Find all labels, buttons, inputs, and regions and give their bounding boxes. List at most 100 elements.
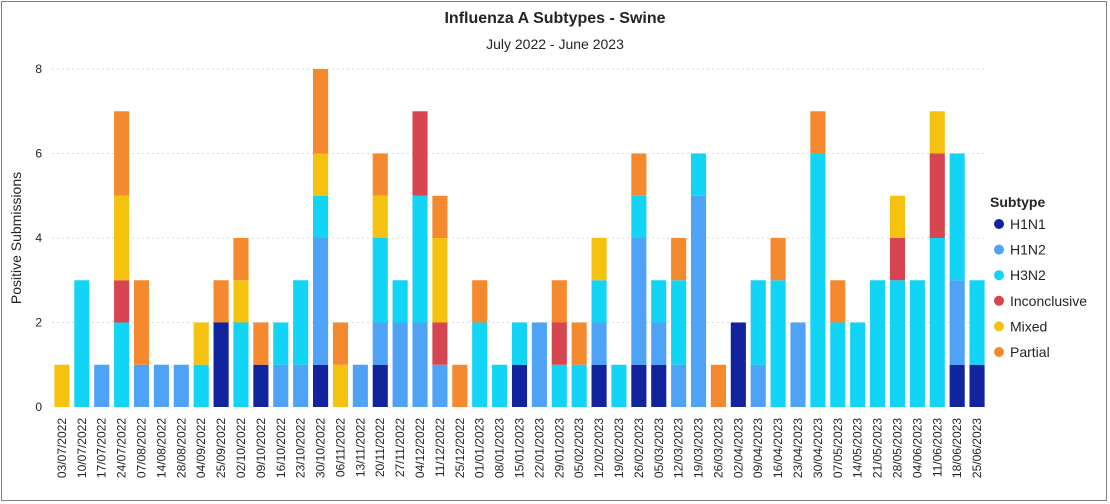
bar-segment-h1n2 [352,364,368,407]
bar-segment-h1n2 [790,322,806,407]
bar-segment-h1n2 [94,364,110,407]
bar-segment-h3n2 [492,364,508,407]
bar-segment-h3n2 [114,322,130,407]
bar-segment-h3n2 [870,280,886,407]
legend-label: H1N1 [1010,216,1046,232]
x-tick-label: 12/02/2023 [592,418,606,478]
y-tick-label: 2 [35,316,42,330]
bar-segment-partial [233,238,249,281]
bar-segment-h1n2 [591,322,607,365]
legend-label: H3N2 [1010,267,1046,283]
bar-segment-h1n1 [631,364,647,407]
bar-segment-partial [472,280,488,323]
bar-segment-partial [830,280,846,323]
x-tick-label: 16/10/2022 [274,418,288,478]
bar-segment-h3n2 [651,280,667,323]
x-tick-label: 10/07/2022 [75,418,89,478]
bar-segment-h3n2 [830,322,846,407]
bar-segment-h3n2 [551,364,567,407]
bar-segment-partial [133,280,150,365]
bar-segment-h3n2 [313,195,329,238]
bar-segment-h3n2 [949,153,965,281]
bar-segment-h1n1 [313,364,329,407]
bar-segment-h3n2 [392,280,408,323]
bar-segment-h3n2 [909,280,925,407]
bar-segment-mixed [54,364,70,407]
x-tick-label: 05/03/2023 [652,418,666,478]
chart-subtitle: July 2022 - June 2023 [486,36,624,52]
x-tick-label: 22/01/2023 [532,418,546,478]
bar-segment-inconclusive [432,322,448,365]
bar-segment-h3n2 [193,364,209,407]
bar-segment-h1n2 [432,364,448,407]
bar-segment-h3n2 [74,280,90,407]
x-tick-label: 14/08/2022 [154,418,168,478]
bar-segment-h3n2 [273,322,289,365]
bar-segment-h1n2 [153,364,169,407]
bar-segment-h3n2 [631,195,647,238]
bar-segment-h1n1 [253,364,269,407]
bar-segment-mixed [233,280,249,323]
legend-marker [994,270,1004,281]
bars [54,69,985,407]
bar-segment-h1n1 [591,364,607,407]
y-tick-label: 8 [35,62,42,76]
bar-segment-inconclusive [889,238,906,281]
bar-segment-h1n2 [173,364,189,407]
x-tick-label: 01/01/2023 [473,418,487,478]
x-tick-label: 25/06/2023 [970,418,984,478]
bar-segment-inconclusive [929,153,945,238]
bar-segment-mixed [313,153,329,196]
legend: Subtype H1N1 H1N2 H3N2 Inconclusive Mixed Par… [990,194,1087,360]
bar-segment-h3n2 [850,322,866,407]
bar-segment-h1n1 [511,364,528,407]
x-tick-label: 07/08/2022 [135,418,149,478]
x-tick-label: 21/05/2023 [871,418,885,478]
bar-segment-partial [571,322,587,365]
legend-marker [994,219,1004,229]
bar-segment-h3n2 [929,238,945,407]
y-axis-ticks: 0 2 4 6 8 [35,62,42,414]
bar-segment-mixed [432,238,448,323]
x-tick-label: 25/09/2022 [214,418,228,478]
bar-segment-h3n2 [750,280,766,365]
bar-segment-h1n2 [671,364,687,407]
x-tick-label: 15/01/2023 [513,418,527,478]
bar-segment-h1n1 [213,322,229,407]
y-axis-label: Positive Submissions [8,172,24,304]
legend-label: Inconclusive [1010,293,1087,309]
bar-segment-h3n2 [969,280,985,365]
bar-segment-inconclusive [551,322,567,365]
bar-segment-h1n2 [631,238,647,365]
bar-segment-h3n2 [571,364,587,407]
legend-label: H1N2 [1010,242,1046,258]
bar-segment-h1n2 [313,238,329,365]
bar-segment-h3n2 [472,322,488,407]
x-tick-label: 30/04/2023 [811,418,825,478]
bar-segment-h1n2 [293,364,309,407]
x-tick-label: 27/11/2022 [393,418,407,477]
x-tick-label: 19/03/2023 [692,418,706,478]
x-tick-label: 08/01/2023 [493,418,507,478]
bar-segment-mixed [591,238,607,281]
legend-marker [994,244,1004,255]
bar-segment-mixed [929,111,945,154]
bar-segment-h3n2 [412,195,428,323]
x-tick-label: 16/04/2023 [771,418,785,478]
bar-segment-h3n2 [690,153,707,196]
bar-segment-partial [372,153,388,196]
bar-segment-partial [551,280,567,323]
bar-segment-partial [631,153,647,196]
bar-segment-mixed [193,322,209,365]
bar-segment-h1n1 [372,364,388,407]
bar-segment-partial [452,364,468,407]
x-tick-label: 28/05/2023 [890,418,904,478]
x-tick-label: 02/04/2023 [731,418,745,478]
x-tick-label: 04/12/2022 [413,418,427,478]
chart-title: Influenza A Subtypes - Swine [444,10,665,27]
bar-segment-h1n2 [949,280,965,365]
legend-marker [994,347,1004,357]
x-tick-label: 30/10/2022 [314,418,328,478]
